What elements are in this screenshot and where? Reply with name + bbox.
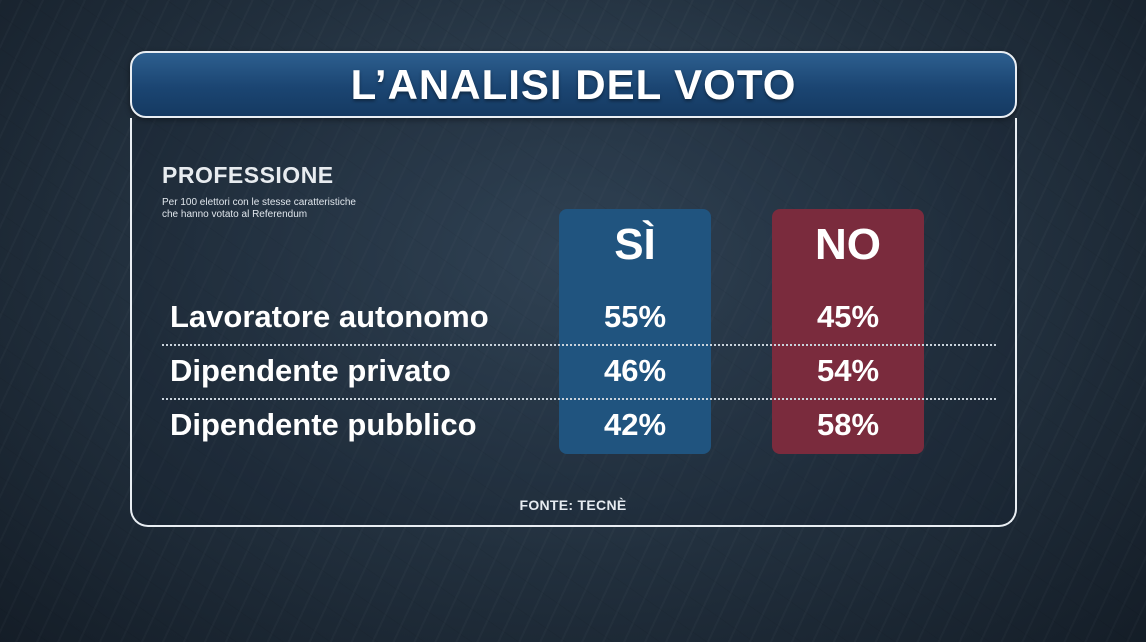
no-column-background <box>772 209 924 454</box>
section-note-line-1: Per 100 elettori con le stesse caratteri… <box>162 197 356 208</box>
cell-no: 58% <box>816 407 880 442</box>
table-row-dipendente-pubblico: Dipendente pubblico 42% 58% <box>0 398 1146 452</box>
row-label: Dipendente privato <box>170 353 451 388</box>
cell-si: 42% <box>603 407 667 442</box>
table-row-lavoratore-autonomo: Lavoratore autonomo 55% 45% <box>0 290 1146 344</box>
row-label: Dipendente pubblico <box>170 407 477 442</box>
cell-si: 46% <box>603 353 667 388</box>
cell-no: 45% <box>816 299 880 334</box>
row-label: Lavoratore autonomo <box>170 299 489 334</box>
row-divider <box>162 344 996 346</box>
si-column-background <box>559 209 711 454</box>
source-note: FONTE: TECNÈ <box>519 497 627 513</box>
column-header-si: SÌ <box>614 220 656 269</box>
section-note-line-2: che hanno votato al Referendum <box>162 209 308 220</box>
cell-no: 54% <box>816 353 880 388</box>
column-header-no: NO <box>815 220 881 269</box>
page-title: L’ANALISI DEL VOTO <box>350 60 797 108</box>
title-banner: L’ANALISI DEL VOTO <box>130 51 1017 118</box>
table-row-dipendente-privato: Dipendente privato 46% 54% <box>0 344 1146 398</box>
section-note: Per 100 elettori con le stesse caratteri… <box>162 197 422 221</box>
section-title: PROFESSIONE <box>162 162 334 188</box>
cell-si: 55% <box>603 299 667 334</box>
row-divider <box>162 398 996 400</box>
